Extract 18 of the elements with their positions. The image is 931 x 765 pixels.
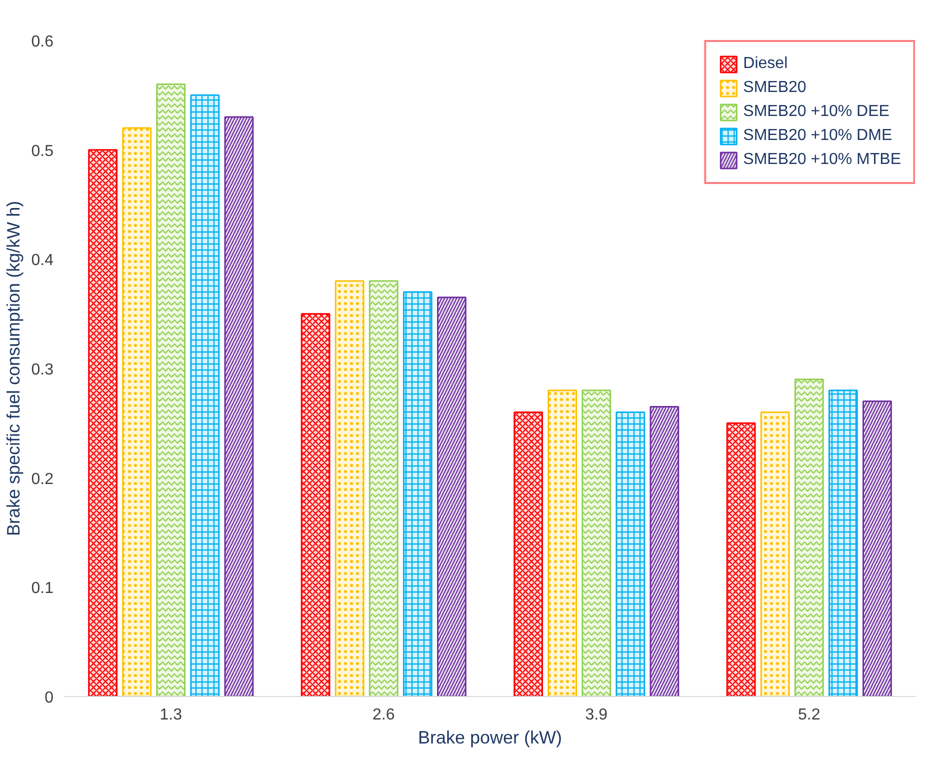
- legend-label: Diesel: [743, 55, 788, 73]
- x-tick-label: 2.6: [372, 706, 395, 724]
- x-tick-label: 5.2: [798, 706, 820, 724]
- legend-label: SMEB20: [743, 79, 806, 97]
- y-tick-label: 0.4: [31, 252, 54, 270]
- y-tick-label: 0.1: [31, 580, 54, 598]
- legend-label: SMEB20 +10% DEE: [743, 103, 890, 121]
- legend-label: SMEB20 +10% MTBE: [743, 151, 901, 169]
- x-tick-label: 3.9: [585, 706, 608, 724]
- x-tick-label: 1.3: [160, 706, 182, 724]
- y-tick-label: 0.5: [31, 142, 54, 160]
- legend-label: SMEB20 +10% DME: [743, 127, 892, 145]
- y-tick-label: 0: [44, 690, 54, 706]
- y-tick-label: 0.6: [31, 34, 54, 50]
- x-axis-title: Brake power (kW): [418, 728, 562, 748]
- y-axis-title: Brake specific fuel consumption (kg/kW h): [3, 200, 24, 536]
- y-tick-label: 0.2: [31, 470, 54, 488]
- y-tick-label: 0.3: [31, 362, 54, 378]
